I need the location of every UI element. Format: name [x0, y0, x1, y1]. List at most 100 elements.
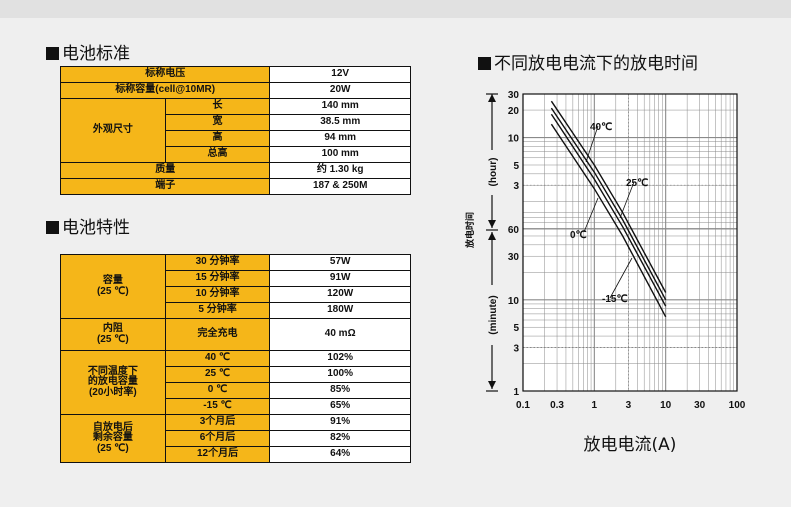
row-value: 12V: [269, 66, 411, 83]
tick-labels: 0.1 0.3 1 3 10 30 100 30 20 10 5 3 60 30 10 5 3 1: [508, 90, 746, 411]
table-row: 总高 100 mm: [61, 146, 411, 163]
group-label: 自放电后 剩余容量 (25 ℃): [60, 414, 166, 463]
series-line: [550, 107, 667, 301]
x-tick-label: 30: [694, 400, 706, 411]
x-tick-label: 0.1: [516, 400, 530, 411]
grid-major: [522, 94, 737, 392]
row-label: 25 ℃: [164, 366, 271, 383]
y-tick-label-hour: 30: [508, 90, 520, 101]
row-value: 180W: [269, 302, 411, 319]
row-value: 94 mm: [269, 130, 411, 147]
row-value: 85%: [269, 382, 411, 399]
row-label: 完全充电: [164, 318, 271, 351]
row-label: 15 分钟率: [164, 270, 271, 287]
y-axis-annotation: (hour) (minute) 放电时间: [464, 93, 499, 392]
x-axis-label: 放电电流(A): [584, 435, 677, 455]
row-value: 65%: [269, 398, 411, 415]
y-axis-unit-hour: (hour): [488, 158, 499, 187]
group-label: 容量 (25 ℃): [60, 254, 166, 319]
row-value: 91W: [269, 270, 411, 287]
plot-frame: [522, 93, 738, 392]
row-label: 30 分钟率: [164, 254, 271, 271]
series-label: 25℃: [626, 178, 648, 189]
y-tick-label-minute: 10: [508, 296, 520, 307]
table-row: 12个月后 64%: [61, 446, 411, 463]
row-label: 0 ℃: [164, 382, 271, 399]
table-row: 标称容量(cell@10MR) 20W: [59, 82, 411, 99]
row-value: 57W: [269, 254, 411, 271]
grid-minor: [523, 93, 737, 391]
table-row: 15 分钟率 91W: [61, 270, 411, 287]
row-value: 187 & 250M: [269, 178, 411, 195]
battery-characteristics-table: 容量 (25 ℃) 30 分钟率 57W 15 分钟率 91W 10 分钟率 12…: [60, 254, 411, 463]
y-axis-label: 放电时间: [464, 212, 475, 249]
table-row: 容量 (25 ℃) 30 分钟率 57W: [60, 254, 411, 319]
row-value: 64%: [269, 446, 411, 463]
series-label: 0℃: [570, 230, 587, 241]
x-tick-label: 3: [626, 400, 632, 411]
row-label: 长: [164, 98, 271, 115]
table-row: 25 ℃ 100%: [61, 366, 411, 383]
row-value: 20W: [269, 82, 411, 99]
row-value: 约 1.30 kg: [269, 162, 411, 179]
series-line: [550, 113, 667, 307]
plot-area: [523, 94, 737, 391]
table-row: 外观尺寸 长 140 mm: [60, 98, 411, 163]
chart-title: 不同放电电流下的放电时间: [478, 49, 698, 74]
row-label: 标称电压: [59, 66, 271, 83]
axis-arrowhead-icon: [488, 94, 496, 102]
battery-standard-table: 标称电压 12V 标称容量(cell@10MR) 20W 外观尺寸 长 140 …: [59, 66, 411, 195]
series-group: 40℃ 25℃ 0℃ -15℃: [550, 100, 667, 318]
row-label: 高: [164, 130, 271, 147]
series-label-leader: [583, 197, 599, 233]
row-label: 3个月后: [164, 414, 271, 431]
square-bullet-icon: [478, 57, 491, 70]
y-tick-label-minute: 3: [513, 343, 519, 354]
y-tick-label-hour: 10: [508, 134, 520, 145]
series-label-leader: [609, 257, 633, 299]
group-label: 外观尺寸: [60, 98, 166, 163]
series-line: [550, 100, 667, 293]
x-tick-label: 10: [660, 400, 672, 411]
row-label: 质量: [59, 162, 271, 179]
group-label: 不同温度下 的放电容量 (20小时率): [60, 350, 166, 415]
axis-arrowhead-icon: [488, 232, 496, 240]
row-value: 100 mm: [269, 146, 411, 163]
axis-arrowhead-icon: [488, 220, 496, 228]
x-tick-label: 100: [729, 400, 746, 411]
row-value: 40 mΩ: [269, 318, 411, 351]
row-value: 38.5 mm: [269, 114, 411, 131]
row-label: 6个月后: [164, 430, 271, 447]
axis-arrowhead-icon: [488, 381, 496, 389]
series-label: 40℃: [590, 122, 612, 133]
y-axis-unit-minute: (minute): [488, 295, 499, 334]
square-bullet-icon: [46, 221, 59, 234]
row-label: -15 ℃: [164, 398, 271, 415]
row-value: 102%: [269, 350, 411, 367]
series-label-leader: [619, 181, 635, 219]
row-label: 12个月后: [164, 446, 271, 463]
table-row: 标称电压 12V: [59, 66, 411, 83]
table-row: 自放电后 剩余容量 (25 ℃) 3个月后 91%: [60, 414, 411, 463]
row-value: 91%: [269, 414, 411, 431]
group-label: 内阻 (25 ℃): [60, 318, 166, 351]
y-tick-label-hour: 3: [513, 181, 519, 192]
table-row: 内阻 (25 ℃) 完全充电 40 mΩ: [60, 318, 411, 351]
row-value: 82%: [269, 430, 411, 447]
square-bullet-icon: [46, 47, 59, 60]
y-tick-label-minute: 30: [508, 252, 520, 263]
row-label: 标称容量(cell@10MR): [59, 82, 271, 99]
section-title-characteristics: 电池特性: [46, 213, 130, 238]
row-label: 10 分钟率: [164, 286, 271, 303]
x-tick-label: 1: [592, 400, 598, 411]
y-tick-label-hour: 5: [513, 161, 519, 172]
row-label: 总高: [164, 146, 271, 163]
table-row: 端子 187 & 250M: [59, 178, 411, 195]
y-tick-label-minute: 60: [508, 225, 520, 236]
row-label: 40 ℃: [164, 350, 271, 367]
row-value: 140 mm: [269, 98, 411, 115]
row-label: 5 分钟率: [164, 302, 271, 319]
y-tick-label-minute: 1: [513, 387, 519, 398]
table-row: 6个月后 82%: [61, 430, 411, 447]
series-label: -15℃: [602, 294, 628, 305]
